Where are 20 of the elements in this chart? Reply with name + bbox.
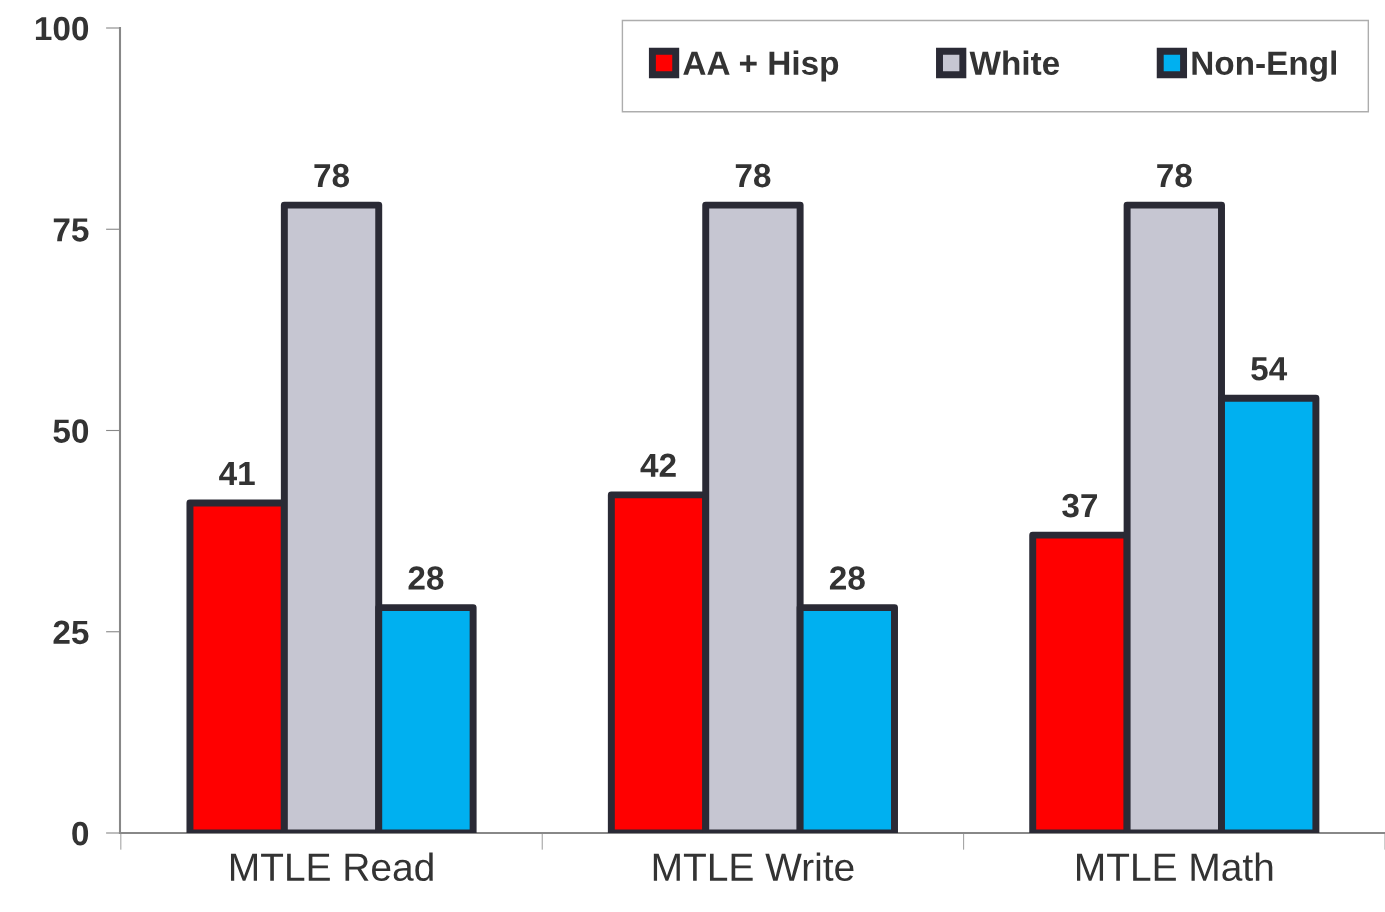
data-label: 28 bbox=[829, 566, 865, 590]
data-label: 28 bbox=[408, 566, 444, 590]
y-tick-label: 25 bbox=[53, 620, 89, 645]
data-label: 78 bbox=[735, 163, 771, 188]
x-tick-label: MTLE Math bbox=[1077, 852, 1273, 882]
x-tick-label: MTLE Read bbox=[230, 852, 433, 882]
legend-label: White bbox=[969, 50, 1060, 75]
y-tick-label: 0 bbox=[72, 821, 89, 846]
data-label: 78 bbox=[1157, 163, 1192, 188]
y-tick-label: 50 bbox=[53, 419, 89, 443]
data-label: 54 bbox=[1251, 357, 1288, 381]
data-label: 42 bbox=[640, 453, 676, 477]
y-tick-label: 75 bbox=[53, 218, 89, 242]
y-tick-label: 100 bbox=[35, 16, 89, 41]
data-label: 41 bbox=[219, 461, 255, 485]
x-tick-label: MTLE Write bbox=[653, 852, 854, 882]
legend-label: Non-Engl bbox=[1192, 50, 1336, 82]
legend-label: AA + Hisp bbox=[683, 50, 839, 82]
data-label: 37 bbox=[1062, 493, 1097, 518]
data-label: 78 bbox=[314, 163, 350, 188]
